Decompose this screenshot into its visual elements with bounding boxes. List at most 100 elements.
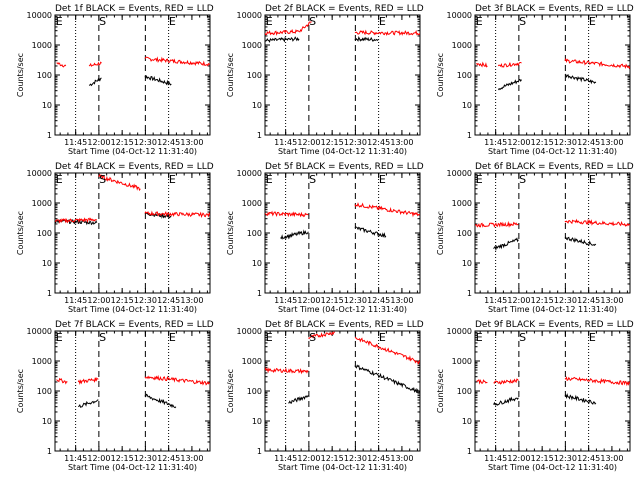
x-tick-label: 13:00 bbox=[180, 454, 203, 463]
lld-trace-segment bbox=[144, 210, 210, 218]
y-axis-label: Counts/sec bbox=[436, 53, 445, 97]
x-tick-label: 11:45 bbox=[64, 138, 87, 147]
x-axis-label: Start Time (04-Oct-12 11:31:40) bbox=[278, 147, 407, 156]
x-axis-label: Start Time (04-Oct-12 11:31:40) bbox=[278, 305, 407, 314]
y-tick-label: 1 bbox=[467, 289, 472, 298]
lld-trace-segment bbox=[144, 56, 210, 67]
x-tick-label: 12:15 bbox=[321, 296, 344, 305]
region-marker: E bbox=[379, 173, 386, 186]
x-tick-label: 12:30 bbox=[134, 296, 157, 305]
x-tick-label: 12:00 bbox=[87, 138, 110, 147]
lld-trace-segment bbox=[55, 217, 97, 224]
y-tick-label: 1000 bbox=[32, 199, 52, 208]
y-tick-label: 1000 bbox=[242, 199, 262, 208]
x-tick-label: 12:45 bbox=[367, 296, 390, 305]
y-tick-label: 1 bbox=[47, 447, 52, 456]
x-tick-label: 12:30 bbox=[134, 138, 157, 147]
y-tick-label: 1000 bbox=[452, 41, 472, 50]
x-axis-label: Start Time (04-Oct-12 11:31:40) bbox=[68, 147, 197, 156]
events-trace-segment bbox=[144, 74, 172, 86]
x-tick-label: 12:45 bbox=[157, 138, 180, 147]
y-tick-label: 10 bbox=[252, 417, 262, 426]
region-marker: E bbox=[379, 331, 386, 344]
region-marker: S bbox=[309, 173, 316, 186]
region-marker: E bbox=[56, 173, 63, 186]
y-tick-label: 10000 bbox=[447, 169, 472, 178]
region-marker: E bbox=[589, 15, 596, 28]
x-tick-label: 12:00 bbox=[297, 296, 320, 305]
x-tick-label: 12:15 bbox=[321, 138, 344, 147]
events-trace-segment bbox=[354, 226, 387, 239]
y-axis-label: Counts/sec bbox=[436, 211, 445, 255]
y-tick-label: 1 bbox=[47, 289, 52, 298]
x-tick-label: 13:00 bbox=[600, 138, 623, 147]
x-tick-label: 12:30 bbox=[554, 138, 577, 147]
lld-trace-segment bbox=[56, 377, 68, 385]
x-tick-label: 12:15 bbox=[531, 454, 554, 463]
y-tick-label: 10000 bbox=[237, 169, 262, 178]
lld-trace-segment bbox=[493, 378, 519, 385]
region-marker: E bbox=[169, 331, 176, 344]
y-tick-label: 10 bbox=[42, 417, 52, 426]
y-tick-label: 10000 bbox=[27, 11, 52, 20]
x-tick-label: 13:00 bbox=[600, 296, 623, 305]
lld-trace-segment bbox=[265, 210, 309, 218]
region-marker: E bbox=[589, 173, 596, 186]
y-tick-label: 10 bbox=[42, 101, 52, 110]
x-tick-label: 12:45 bbox=[577, 296, 600, 305]
events-trace-segment bbox=[280, 229, 309, 240]
x-tick-label: 11:45 bbox=[64, 454, 87, 463]
region-marker: E bbox=[589, 331, 596, 344]
plot-frame bbox=[474, 14, 631, 136]
region-marker: E bbox=[266, 15, 273, 28]
x-tick-label: 13:00 bbox=[390, 454, 413, 463]
region-marker: S bbox=[309, 15, 316, 28]
y-tick-label: 1000 bbox=[242, 357, 262, 366]
region-marker: S bbox=[519, 331, 526, 344]
y-axis-label: Counts/sec bbox=[436, 369, 445, 413]
x-tick-label: 12:15 bbox=[531, 296, 554, 305]
x-tick-label: 12:00 bbox=[87, 454, 110, 463]
lld-trace-segment bbox=[88, 61, 102, 67]
region-marker: S bbox=[99, 15, 106, 28]
y-axis-label: Counts/sec bbox=[16, 211, 25, 255]
x-tick-label: 12:00 bbox=[297, 454, 320, 463]
lld-trace-segment bbox=[497, 62, 522, 68]
y-tick-label: 10 bbox=[252, 259, 262, 268]
x-tick-label: 12:45 bbox=[577, 454, 600, 463]
x-tick-label: 13:00 bbox=[600, 454, 623, 463]
x-axis-label: Start Time (04-Oct-12 11:31:40) bbox=[488, 147, 617, 156]
x-tick-label: 11:45 bbox=[274, 454, 297, 463]
y-axis-label: Counts/sec bbox=[16, 53, 25, 97]
x-tick-label: 13:00 bbox=[180, 138, 203, 147]
y-tick-label: 10000 bbox=[237, 11, 262, 20]
region-marker: E bbox=[266, 331, 273, 344]
panel-title: Det 8f BLACK = Events, RED = LLD bbox=[265, 320, 424, 330]
plot-frame bbox=[54, 14, 211, 136]
panel-title: Det 7f BLACK = Events, RED = LLD bbox=[55, 320, 214, 330]
x-tick-label: 12:30 bbox=[134, 454, 157, 463]
region-marker: S bbox=[99, 173, 106, 186]
region-marker: E bbox=[379, 15, 386, 28]
region-marker: E bbox=[56, 331, 63, 344]
region-marker: S bbox=[519, 173, 526, 186]
y-tick-label: 1 bbox=[257, 131, 262, 140]
lld-trace-segment bbox=[98, 173, 141, 192]
chart-panel-5: Det 5f BLACK = Events, RED = LLD 1 10 100 10… bbox=[226, 162, 424, 314]
x-tick-label: 12:30 bbox=[344, 454, 367, 463]
plot-frame bbox=[54, 172, 211, 294]
x-tick-label: 11:45 bbox=[64, 296, 87, 305]
x-tick-label: 12:45 bbox=[157, 296, 180, 305]
y-tick-label: 10000 bbox=[447, 11, 472, 20]
events-trace-segment bbox=[288, 395, 309, 404]
y-tick-label: 1000 bbox=[32, 357, 52, 366]
chart-panel-6: Det 6f BLACK = Events, RED = LLD 1 10 100 10… bbox=[436, 162, 634, 314]
lld-trace-segment bbox=[564, 57, 630, 70]
y-axis-label: Counts/sec bbox=[226, 53, 235, 97]
region-marker: S bbox=[99, 331, 106, 344]
x-tick-label: 12:00 bbox=[87, 296, 110, 305]
plot-frame bbox=[264, 330, 421, 452]
x-tick-label: 12:15 bbox=[111, 138, 134, 147]
lld-trace-segment bbox=[354, 202, 420, 218]
